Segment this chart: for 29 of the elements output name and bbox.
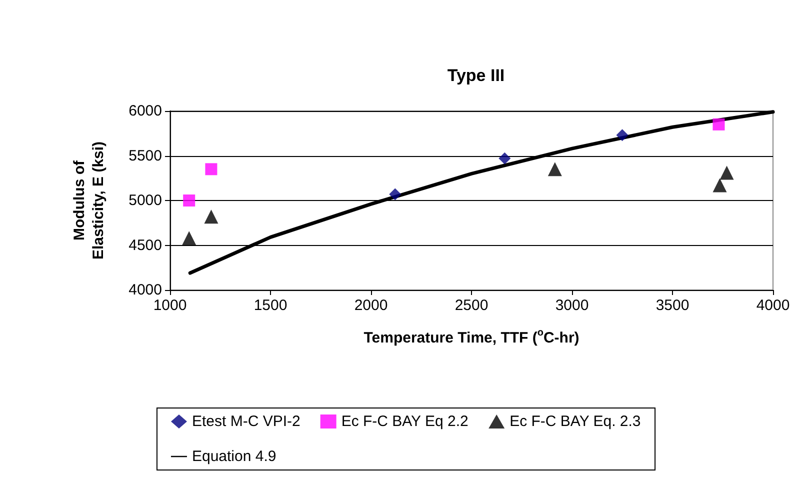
- point: [498, 152, 511, 164]
- point: [205, 163, 218, 176]
- point: [712, 178, 727, 192]
- x-tick-label: 2500: [454, 297, 488, 314]
- point: [720, 166, 734, 180]
- x-tick-label: 3000: [555, 297, 589, 314]
- chart-title: Type III: [447, 66, 505, 85]
- point: [204, 210, 218, 224]
- legend-label: Equation 4.9: [192, 448, 276, 465]
- y-tick-label: 5500: [128, 147, 162, 164]
- y-tick-label: 6000: [128, 102, 162, 120]
- point: [548, 162, 562, 176]
- point: [616, 129, 628, 142]
- legend-label: Etest M-C VPI-2: [192, 413, 300, 430]
- x-tick-label: 2000: [354, 297, 388, 314]
- x-tick-label: 1000: [153, 297, 187, 314]
- y-axis-title: Modulus of Elasticity, E (ksi): [71, 141, 107, 260]
- point: [183, 194, 196, 206]
- x-tick-label: 3500: [656, 297, 690, 314]
- x-tick-label: 4000: [756, 297, 790, 314]
- y-tick-label: 5000: [128, 192, 162, 209]
- x-tick-label: 1500: [254, 297, 288, 314]
- legend-label: Ec F-C BAY Eq. 2.3: [510, 413, 641, 430]
- y-tick-label: 4500: [128, 236, 162, 254]
- point: [389, 188, 402, 200]
- y-tick-label: 4000: [128, 282, 162, 298]
- point: [712, 118, 725, 130]
- legend-label: Ec F-C BAY Eq 2.2: [341, 413, 468, 430]
- point: [182, 231, 196, 246]
